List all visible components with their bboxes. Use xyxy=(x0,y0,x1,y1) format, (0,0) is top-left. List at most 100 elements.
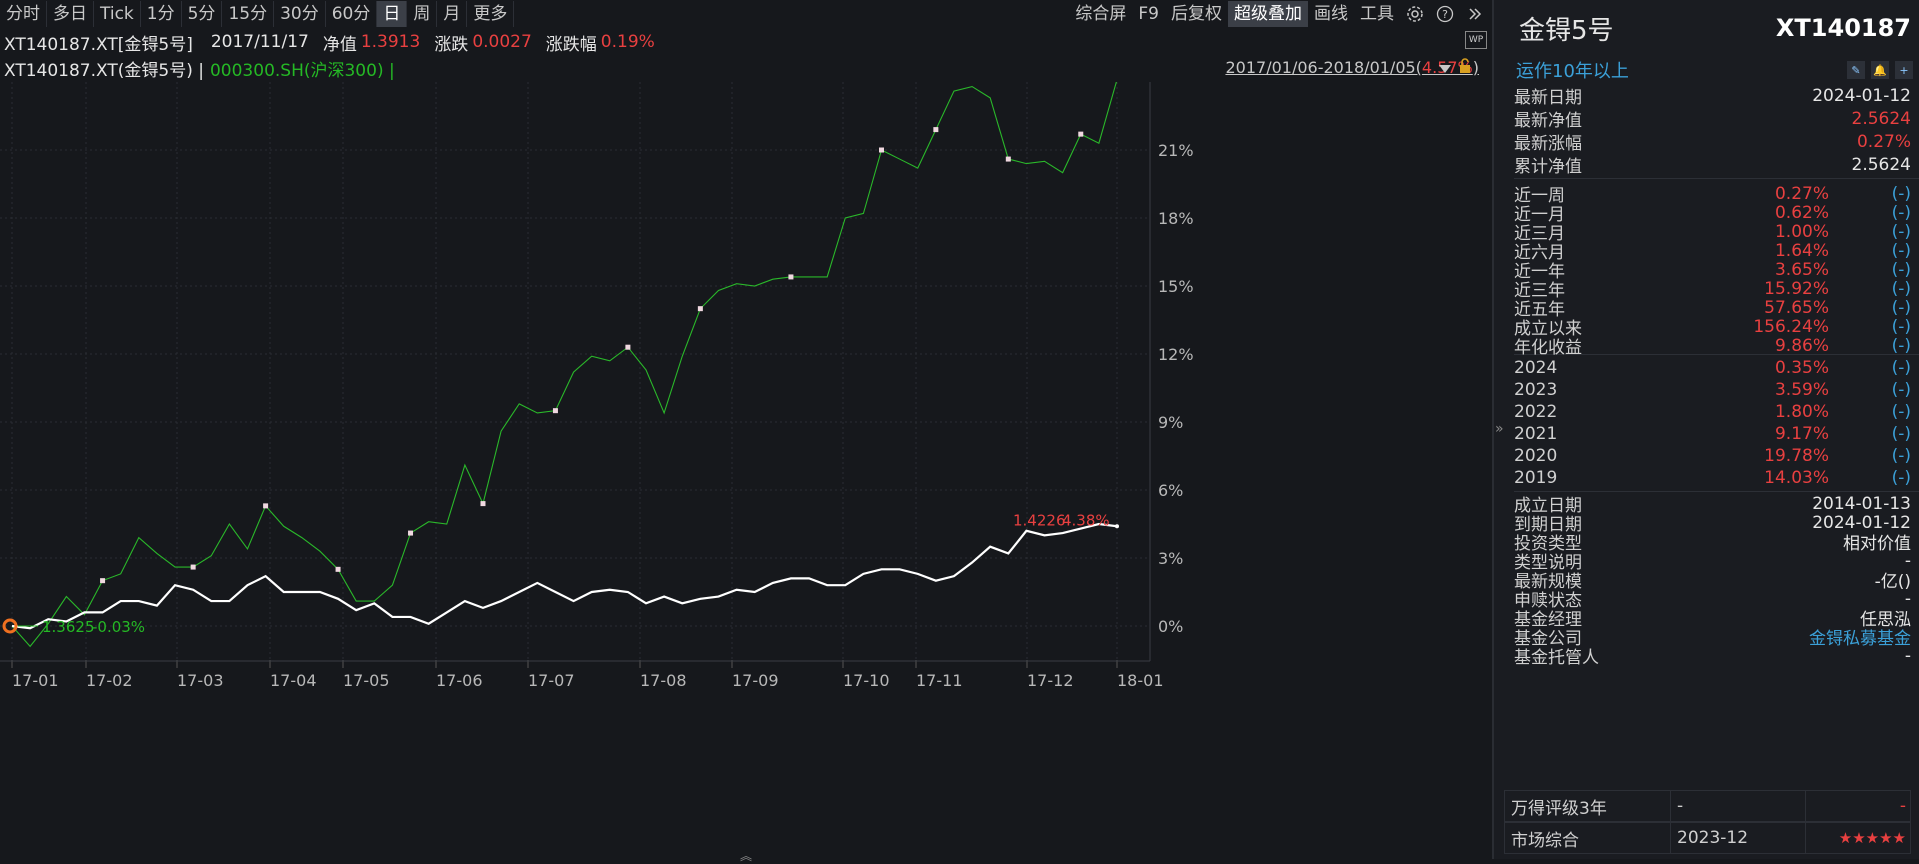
yearly-rank[interactable]: (-) xyxy=(1891,468,1911,488)
yearly-value: 19.78% xyxy=(1764,446,1829,466)
help-icon[interactable]: ? xyxy=(1434,3,1456,25)
range-dropdown-icon[interactable] xyxy=(1438,60,1452,79)
period-1[interactable]: 多日 xyxy=(47,1,94,27)
stats-row: 最新日期 2024-01-12 xyxy=(1494,84,1919,109)
returns-label: 近六月 xyxy=(1514,243,1565,263)
toolbar-item-5[interactable]: 工具 xyxy=(1360,4,1394,24)
market-stars: ★★★★★ xyxy=(1838,829,1906,847)
period-3[interactable]: 1分 xyxy=(141,1,182,27)
yearly-rank[interactable]: (-) xyxy=(1891,446,1911,466)
x-tick-label: 18-01 xyxy=(1117,671,1164,690)
details-label: 申赎状态 xyxy=(1514,591,1582,611)
period-6[interactable]: 30分 xyxy=(274,1,326,27)
collapse-right-icon[interactable] xyxy=(1464,3,1486,25)
data-point-marker xyxy=(100,578,106,584)
gear-icon[interactable] xyxy=(1404,3,1426,25)
returns-value: 1.00% xyxy=(1774,221,1829,242)
change-value: 0.0027 xyxy=(472,32,532,52)
expand-up-icon[interactable]: ︽ xyxy=(740,849,753,863)
details-row: 类型说明 - xyxy=(1494,550,1919,574)
plus-icon[interactable]: + xyxy=(1895,61,1913,79)
period-8[interactable]: 日 xyxy=(377,1,408,27)
yearly-row: 2019 14.03% (-) xyxy=(1494,467,1919,489)
returns-row: 近三月 1.00% (-) xyxy=(1494,219,1919,245)
yearly-value: 14.03% xyxy=(1764,468,1829,488)
period-5[interactable]: 15分 xyxy=(222,1,275,27)
period-9[interactable]: 周 xyxy=(407,1,438,27)
returns-rank[interactable]: (-) xyxy=(1891,297,1911,318)
returns-rank[interactable]: (-) xyxy=(1891,259,1911,280)
edit-icon[interactable]: ✎ xyxy=(1847,61,1865,79)
pct-label: 涨跌幅 xyxy=(545,34,597,55)
returns-rank[interactable]: (-) xyxy=(1891,316,1911,337)
stats-label: 最新净值 xyxy=(1514,111,1582,131)
returns-rank[interactable]: (-) xyxy=(1891,221,1911,242)
x-tick-label: 17-04 xyxy=(270,671,317,690)
toolbar-item-1[interactable]: F9 xyxy=(1138,4,1159,24)
returns-value: 57.65% xyxy=(1764,297,1829,318)
details-row: 投资类型 相对价值 xyxy=(1494,532,1919,554)
period-4[interactable]: 5分 xyxy=(182,1,223,27)
returns-rank[interactable]: (-) xyxy=(1891,202,1911,223)
yearly-rank[interactable]: (-) xyxy=(1891,358,1911,378)
returns-value: 9.86% xyxy=(1774,335,1829,356)
returns-row: 近一周 0.27% (-) xyxy=(1494,181,1919,207)
stats-label: 最新日期 xyxy=(1514,88,1582,108)
stats-value: 2.5624 xyxy=(1851,108,1911,129)
data-point-marker xyxy=(1005,156,1011,162)
panel-collapse-icon[interactable]: » xyxy=(1495,421,1504,437)
returns-rank[interactable]: (-) xyxy=(1891,240,1911,261)
details-value: 相对价值 xyxy=(1843,534,1911,554)
legend-series-fund[interactable]: XT140187.XT(金锝5号) | xyxy=(4,60,204,81)
x-tick-label: 17-06 xyxy=(436,671,483,690)
period-7[interactable]: 60分 xyxy=(326,1,378,27)
nav-value: 1.3913 xyxy=(360,32,421,52)
period-0[interactable]: 分时 xyxy=(0,1,47,27)
details-value[interactable]: 金锝私募基金 xyxy=(1809,629,1911,649)
details-value: - xyxy=(1904,588,1911,609)
wp-icon[interactable]: WP xyxy=(1465,31,1487,49)
returns-label: 近五年 xyxy=(1514,300,1565,320)
returns-rank[interactable]: (-) xyxy=(1891,183,1911,204)
returns-value: 1.64% xyxy=(1774,240,1829,261)
yearly-row: 2022 1.80% (-) xyxy=(1494,401,1919,423)
x-tick-label: 17-12 xyxy=(1027,671,1074,690)
returns-label: 近一周 xyxy=(1514,186,1565,206)
yearly-row: 2024 0.35% (-) xyxy=(1494,357,1919,379)
legend-series-index[interactable]: 000300.SH(沪深300) | xyxy=(209,60,395,81)
toolbar-item-4[interactable]: 画线 xyxy=(1314,4,1348,24)
yearly-value: 0.35% xyxy=(1774,358,1829,378)
data-point-marker xyxy=(697,306,703,312)
details-value: -亿() xyxy=(1874,572,1911,592)
right-toolbar: 综合屏 F9 后复权 超级叠加 画线 工具 ? xyxy=(1069,0,1490,28)
lock-icon[interactable] xyxy=(1458,58,1472,78)
returns-label: 近一月 xyxy=(1514,205,1565,225)
quote-info-line: XT140187.XT[金锝5号] 2017/11/17 净值 1.3913 涨… xyxy=(0,30,655,55)
yearly-rank[interactable]: (-) xyxy=(1891,380,1911,400)
yearly-rank[interactable]: (-) xyxy=(1891,402,1911,422)
data-point-marker xyxy=(335,566,341,572)
toolbar-item-2[interactable]: 后复权 xyxy=(1171,4,1222,24)
data-point-marker xyxy=(408,530,414,536)
market-row: 市场综合 2023-12 ★★★★★ xyxy=(1504,822,1911,854)
period-10[interactable]: 月 xyxy=(437,1,468,27)
toolbar-item-0[interactable]: 综合屏 xyxy=(1075,4,1127,24)
period-2[interactable]: Tick xyxy=(94,1,141,27)
toolbar-item-3[interactable]: 超级叠加 xyxy=(1228,1,1308,27)
details-row: 最新规模 -亿() xyxy=(1494,570,1919,592)
chart-area[interactable]: 0% 3% 6% 9% 12% 15% 18% 21% 17-01 17-02 17-03 17-04… xyxy=(0,79,1490,812)
nav-label: 净值 xyxy=(322,34,357,55)
returns-rank[interactable]: (-) xyxy=(1891,278,1911,299)
returns-rank[interactable]: (-) xyxy=(1891,335,1911,356)
yearly-label: 2024 xyxy=(1514,358,1558,378)
line-chart[interactable]: 0% 3% 6% 9% 12% 15% 18% 21% 17-01 17-02 17-03 17-04… xyxy=(0,79,1490,812)
details-value: - xyxy=(1904,550,1911,571)
rating-label: 万得评级3年 xyxy=(1511,798,1607,819)
details-row: 申赎状态 - xyxy=(1494,588,1919,612)
yearly-rank[interactable]: (-) xyxy=(1891,424,1911,444)
panel-tag[interactable]: 运作10年以上 xyxy=(1516,61,1629,82)
period-11[interactable]: 更多 xyxy=(467,1,515,27)
stats-label: 累计净值 xyxy=(1514,157,1582,177)
end-point xyxy=(1115,524,1119,529)
bell-icon[interactable]: 🔔 xyxy=(1871,61,1889,79)
